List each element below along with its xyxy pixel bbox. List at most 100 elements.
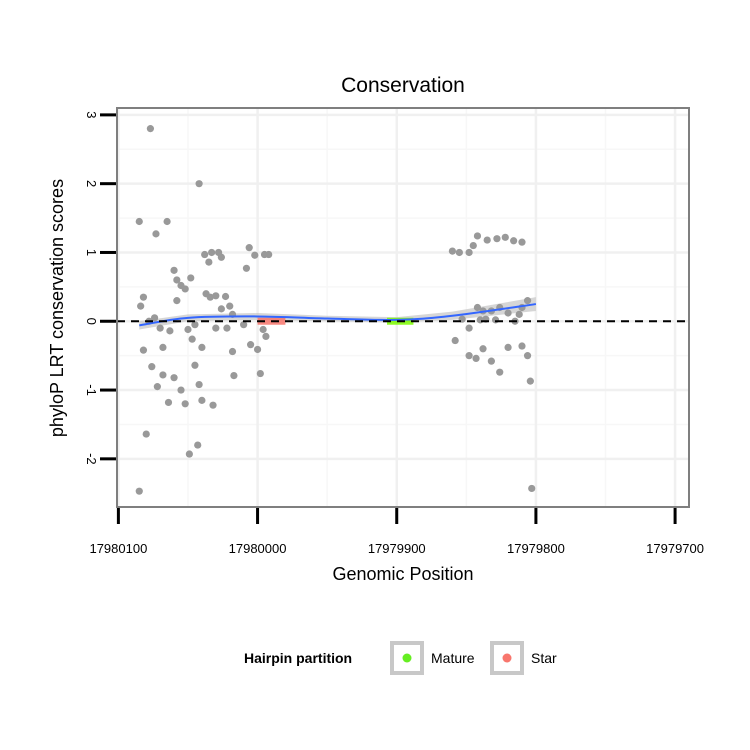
data-point <box>185 450 193 458</box>
data-point <box>226 302 234 310</box>
data-point <box>469 241 477 250</box>
data-point <box>195 380 203 389</box>
data-point <box>253 345 262 354</box>
data-point <box>187 274 195 282</box>
data-point <box>465 324 473 332</box>
data-point <box>173 297 181 305</box>
legend-swatch-star <box>502 653 512 663</box>
data-point <box>223 324 231 332</box>
data-point <box>201 250 209 259</box>
data-point <box>148 363 156 371</box>
y-tick-label: 0 <box>84 318 99 325</box>
data-point <box>173 276 181 284</box>
y-tick-label: -2 <box>84 453 99 465</box>
data-point <box>163 217 171 226</box>
data-point <box>510 237 518 245</box>
data-point <box>166 327 174 335</box>
data-point <box>181 285 189 293</box>
y-tick-label: 3 <box>84 111 99 118</box>
data-point <box>170 374 178 382</box>
data-point <box>251 251 259 259</box>
data-point <box>491 316 500 324</box>
data-point <box>483 236 491 244</box>
data-point <box>195 180 203 188</box>
data-point <box>159 371 167 379</box>
smooth-confidence-band <box>139 297 536 330</box>
data-point <box>177 386 185 394</box>
data-point <box>146 125 155 133</box>
data-point <box>473 303 482 312</box>
data-point <box>206 293 214 301</box>
data-point <box>184 325 192 334</box>
data-point <box>265 250 273 259</box>
data-point <box>221 292 230 301</box>
data-point <box>465 352 473 360</box>
data-point <box>135 487 143 495</box>
x-tick-label: 17979800 <box>507 541 565 556</box>
data-point <box>188 335 196 343</box>
data-point <box>501 233 509 241</box>
data-point <box>245 244 253 252</box>
data-point <box>230 372 238 380</box>
data-point <box>472 354 480 363</box>
data-point <box>496 368 504 376</box>
legend-key-mature <box>390 641 424 675</box>
data-point <box>205 258 213 266</box>
data-point <box>228 347 237 356</box>
data-point <box>150 314 159 322</box>
data-point <box>526 377 534 385</box>
data-point <box>194 441 202 449</box>
legend-title: Hairpin partition <box>244 650 352 666</box>
plot-border <box>116 107 690 508</box>
data-point <box>139 293 148 301</box>
data-point <box>135 217 143 226</box>
data-point <box>198 396 206 404</box>
data-point <box>518 342 526 350</box>
data-point <box>191 321 199 329</box>
data-point <box>515 310 523 318</box>
data-point <box>240 321 248 329</box>
plot-panel <box>117 108 689 507</box>
chart-title: Conservation <box>341 74 465 97</box>
y-tick-label: 1 <box>84 249 99 256</box>
data-point <box>217 305 225 313</box>
data-point <box>473 232 482 240</box>
x-tick-label: 17979900 <box>368 541 426 556</box>
data-point <box>156 324 164 332</box>
data-point <box>262 332 270 340</box>
data-point <box>451 336 459 345</box>
data-point <box>487 357 495 365</box>
data-point <box>217 253 225 261</box>
data-point <box>209 401 217 409</box>
x-axis-title: Genomic Position <box>332 564 473 584</box>
data-point <box>465 248 473 257</box>
data-point <box>242 264 251 272</box>
data-point <box>152 230 160 238</box>
y-tick-label: 2 <box>84 180 99 187</box>
data-point <box>139 346 148 354</box>
data-point <box>212 292 220 300</box>
data-point <box>198 343 206 351</box>
legend-swatch-mature <box>402 653 412 663</box>
data-point <box>455 248 463 257</box>
legend-label-mature: Mature <box>431 650 475 666</box>
data-point <box>142 430 150 438</box>
data-point <box>256 369 264 378</box>
y-tick-label: -1 <box>84 384 99 396</box>
smooth-trend-line <box>139 303 537 327</box>
data-point <box>181 400 189 408</box>
data-point <box>493 235 501 243</box>
data-point <box>504 309 512 317</box>
y-axis: -2 -1 0 1 2 3 <box>84 111 116 465</box>
data-point <box>518 238 526 246</box>
data-point <box>523 352 532 360</box>
data-point <box>259 325 267 334</box>
data-point <box>208 248 216 257</box>
data-point <box>528 484 536 493</box>
x-tick-label: 17980100 <box>89 541 147 556</box>
data-point <box>523 297 532 305</box>
legend: Hairpin partition Mature Star <box>244 641 557 675</box>
legend-items: Mature Star <box>390 641 557 675</box>
